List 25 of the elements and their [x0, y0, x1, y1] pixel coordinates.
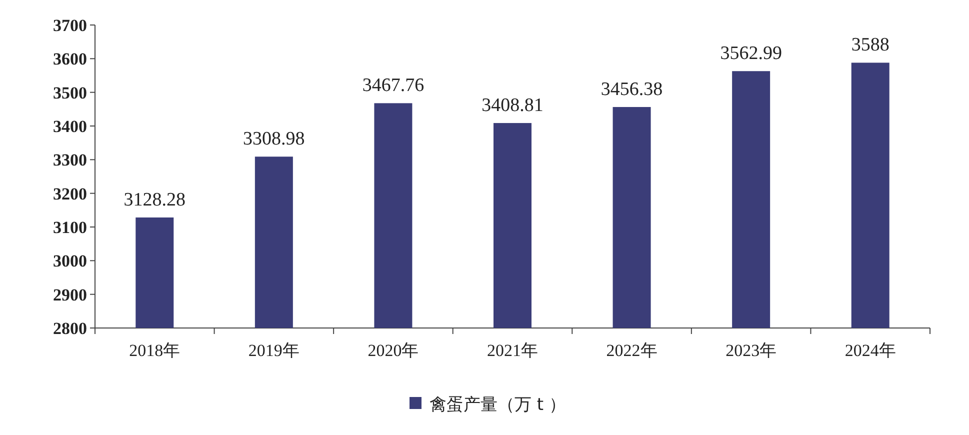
x-tick-label: 2023年: [726, 341, 777, 360]
y-tick-label: 3500: [53, 83, 87, 102]
data-label: 3128.28: [124, 189, 186, 210]
x-tick-label: 2020年: [368, 341, 419, 360]
legend-label: 禽蛋产量（万 t ）: [430, 395, 566, 415]
y-tick-label: 2800: [53, 319, 87, 338]
y-tick-label: 3600: [53, 50, 87, 69]
y-tick-label: 3200: [53, 184, 87, 204]
y-tick-label: 2900: [53, 285, 87, 304]
x-tick-label: 2019年: [248, 341, 300, 360]
data-label: 3467.76: [362, 75, 424, 96]
y-tick-label: 3100: [53, 218, 87, 237]
data-label: 3308.98: [243, 128, 305, 150]
y-tick-label: 3700: [53, 16, 87, 35]
data-label: 3562.99: [720, 43, 782, 64]
x-tick-label: 2022年: [606, 341, 658, 360]
x-tick-label: 2018年: [129, 341, 180, 360]
y-tick-label: 3300: [53, 150, 87, 170]
x-tick-label: 2021年: [487, 341, 538, 360]
y-tick-label: 3000: [53, 252, 87, 271]
data-label: 3456.38: [600, 79, 663, 100]
data-label: 3588: [851, 34, 890, 56]
y-tick-label: 3400: [53, 117, 87, 136]
data-label: 3408.81: [482, 95, 544, 116]
x-tick-label: 2024年: [844, 341, 896, 360]
